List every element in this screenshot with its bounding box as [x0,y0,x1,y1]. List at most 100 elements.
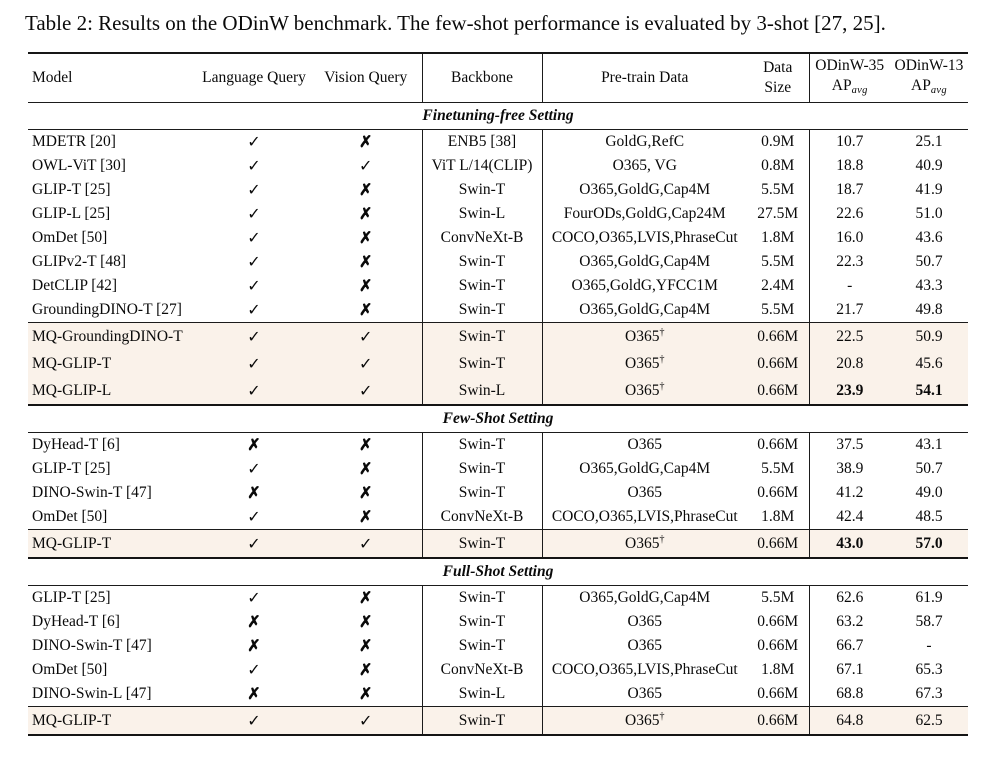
cross-icon: ✗ [359,134,373,151]
cell-odinw13-ap: 58.7 [915,613,943,630]
cell-model: GLIP-T [25] [32,460,111,477]
cell-data-size: 1.8M [761,661,795,678]
cell-language-query: ✓ [198,178,310,202]
cell-model: DyHead-T [6] [32,613,120,630]
cell-backbone: Swin-T [421,481,542,505]
odinw35-ap-label: APavg [831,76,868,96]
odinw-results-table: Model Language Query Vision Query Backbo… [28,52,968,736]
dagger-icon: † [659,354,665,365]
cell-pretrain-data: O365 [541,682,747,707]
cell-backbone: Swin-T [421,585,542,610]
cell-vision-query: ✗ [310,481,422,505]
cell-vision-query: ✗ [310,274,422,298]
cell-vision-query: ✗ [310,178,422,202]
check-icon: ✓ [359,535,373,553]
section-title: Full-Shot Setting [442,563,554,580]
cross-icon: ✗ [359,278,373,295]
cell-backbone: ViT L/14(CLIP) [421,154,542,178]
cell-odinw35-ap: 10.7 [808,129,890,154]
cell-pretrain-data: FourODs,GoldG,Cap24M [541,202,747,226]
section-title-row: Finetuning-free Setting [28,103,968,130]
cell-odinw35-ap: 43.0 [808,529,890,558]
table-row: OmDet [50] ✓ ✗ ConvNeXt-B COCO,O365,LVIS,Phr… [28,658,968,682]
cell-backbone: ConvNeXt-B [421,226,542,250]
cell-data-size: 2.4M [761,277,795,294]
cell-model: DINO-Swin-L [47] [32,685,152,702]
col-header-model: Model [32,69,73,86]
cell-odinw13-ap: - [926,637,932,654]
table-row: DINO-Swin-T [47] ✗ ✗ Swin-T O365 0.66M 41.2 49.… [28,481,968,505]
section-title-row: Full-Shot Setting [28,558,968,586]
table-row: MQ-GroundingDINO-T ✓ ✓ Swin-T O365† 0.66M 22.5… [28,322,968,350]
dagger-icon: † [659,327,665,338]
cell-data-size: 5.5M [761,253,795,270]
cell-odinw35-ap: 66.7 [808,634,890,658]
cell-odinw13-ap: 43.6 [915,229,943,246]
table-row: MQ-GLIP-T ✓ ✓ Swin-T O365† 0.66M 43.0 57.0 [28,529,968,558]
cell-odinw35-ap: 37.5 [808,432,890,457]
cell-pretrain-data: O365,GoldG,Cap4M [541,457,747,481]
cell-odinw35-ap: 62.6 [808,585,890,610]
cell-odinw13-ap: 61.9 [915,589,943,606]
check-icon: ✓ [247,355,261,373]
cell-odinw13-ap: 43.1 [915,436,943,453]
check-icon: ✓ [247,254,261,271]
cell-model: OmDet [50] [32,508,108,525]
cross-icon: ✗ [359,614,373,631]
cell-vision-query: ✓ [310,706,422,735]
cross-icon: ✗ [359,590,373,607]
dagger-icon: † [659,711,665,722]
check-icon: ✓ [247,182,261,199]
check-icon: ✓ [247,590,261,607]
cross-icon: ✗ [359,302,373,319]
cell-model: DINO-Swin-T [47] [32,637,152,654]
cross-icon: ✗ [359,662,373,679]
cell-vision-query: ✗ [310,130,422,155]
cell-data-size: 5.5M [761,181,795,198]
cross-icon: ✗ [359,206,373,223]
cell-odinw13-ap: 49.0 [915,484,943,501]
cell-odinw13-ap: 43.3 [915,277,943,294]
cell-odinw13-ap: 50.9 [890,322,968,350]
cell-backbone: Swin-T [421,432,542,457]
cell-data-size: 0.66M [757,484,799,501]
cell-data-size: 5.5M [761,301,795,318]
cell-odinw35-ap: 67.1 [808,658,890,682]
check-icon: ✓ [247,712,261,730]
table-row: DINO-Swin-T [47] ✗ ✗ Swin-T O365 0.66M 66.7 - [28,634,968,658]
dagger-icon: † [659,534,665,545]
cell-pretrain-data: O365,GoldG,Cap4M [541,250,747,274]
cross-icon: ✗ [247,437,261,454]
check-icon: ✓ [247,461,261,478]
cell-data-size: 5.5M [761,460,795,477]
check-icon: ✓ [359,355,373,373]
check-icon: ✓ [247,278,261,295]
cell-model: GLIPv2-T [48] [32,253,126,270]
cell-model: DetCLIP [42] [32,277,118,294]
cell-backbone: Swin-T [421,457,542,481]
table-body: Finetuning-free Setting MDETR [20] ✓ ✗ ENB5 … [28,103,968,735]
cell-backbone: Swin-T [421,529,542,558]
col-header-odinw13: ODinW-13 APavg [890,53,968,103]
table-row: MQ-GLIP-T ✓ ✓ Swin-T O365† 0.66M 20.8 45.6 [28,350,968,377]
cell-model: MQ-GLIP-T [28,706,198,735]
check-icon: ✓ [247,662,261,679]
cell-backbone: Swin-T [421,298,542,323]
cell-odinw13-ap: 41.9 [915,181,943,198]
cell-vision-query: ✗ [310,586,422,611]
cross-icon: ✗ [247,686,261,703]
check-icon: ✓ [247,535,261,553]
cross-icon: ✗ [359,182,373,199]
check-icon: ✓ [247,509,261,526]
cell-odinw35-ap: 41.2 [808,481,890,505]
cell-language-query: ✗ [198,481,310,505]
cell-odinw35-ap: - [808,274,890,298]
cell-pretrain-data: O365† [541,350,747,377]
table-row: OmDet [50] ✓ ✗ ConvNeXt-B COCO,O365,LVIS,Phr… [28,505,968,530]
check-icon: ✓ [359,158,373,175]
cell-pretrain-data: O365,GoldG,YFCC1M [541,274,747,298]
cell-language-query: ✗ [198,433,310,458]
cross-icon: ✗ [359,509,373,526]
cell-model: OmDet [50] [32,661,108,678]
cell-data-size: 0.9M [761,133,795,150]
